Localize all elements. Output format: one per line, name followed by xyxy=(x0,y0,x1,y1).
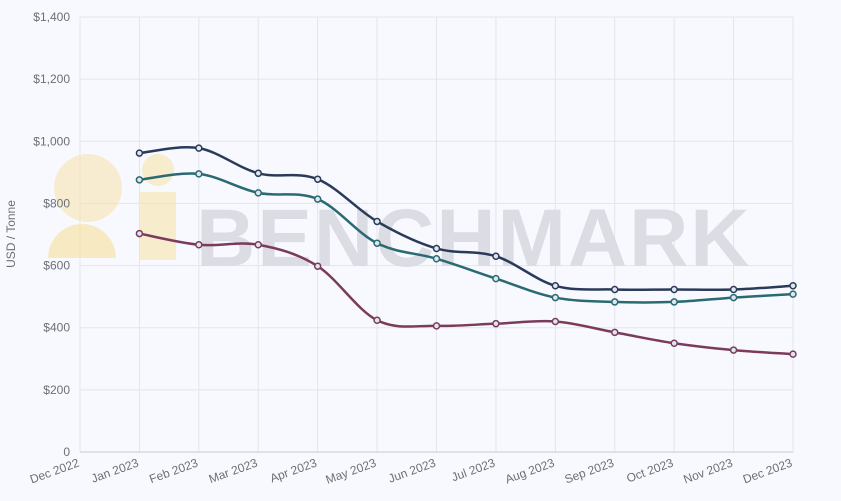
data-point[interactable] xyxy=(551,293,560,302)
series-1 xyxy=(135,144,797,294)
data-point[interactable] xyxy=(373,217,381,226)
data-point[interactable] xyxy=(729,346,738,354)
data-point[interactable] xyxy=(373,239,381,247)
data-point[interactable] xyxy=(135,229,144,238)
data-point[interactable] xyxy=(373,316,381,325)
data-point[interactable] xyxy=(313,262,322,270)
data-point[interactable] xyxy=(492,274,500,283)
watermark-logo-shape xyxy=(142,154,174,186)
data-point[interactable] xyxy=(611,328,619,337)
data-point[interactable] xyxy=(670,298,678,306)
data-point[interactable] xyxy=(611,298,619,306)
data-point[interactable] xyxy=(492,319,500,328)
data-point[interactable] xyxy=(789,290,797,298)
data-point[interactable] xyxy=(254,241,262,249)
data-point[interactable] xyxy=(195,241,203,249)
watermark-logo-shape xyxy=(54,154,122,222)
data-point[interactable] xyxy=(313,175,322,183)
data-point[interactable] xyxy=(670,339,678,347)
x-tick-label: May 2023 xyxy=(324,456,379,487)
x-tick-label: Oct 2023 xyxy=(625,456,676,486)
data-point[interactable] xyxy=(254,189,262,197)
data-point[interactable] xyxy=(670,285,678,294)
data-point[interactable] xyxy=(432,322,441,330)
data-point[interactable] xyxy=(432,244,441,253)
watermark-logo-icon xyxy=(48,154,176,260)
data-point[interactable] xyxy=(135,176,144,184)
y-tick-label: $400 xyxy=(43,321,70,335)
grid xyxy=(79,16,794,453)
x-tick-label: Aug 2023 xyxy=(503,456,556,487)
y-tick-label: $1,000 xyxy=(33,134,70,148)
y-tick-label: $1,400 xyxy=(33,10,70,24)
x-tick-label: Mar 2023 xyxy=(207,456,260,487)
data-point[interactable] xyxy=(789,350,797,358)
data-point[interactable] xyxy=(729,285,738,294)
data-point[interactable] xyxy=(729,293,738,302)
series-lines xyxy=(135,144,797,358)
y-tick-label: $200 xyxy=(43,383,70,397)
data-point[interactable] xyxy=(492,252,500,260)
data-point[interactable] xyxy=(254,169,262,178)
data-point[interactable] xyxy=(135,149,144,157)
x-tick-label: Apr 2023 xyxy=(268,456,319,486)
x-tick-label: Jan 2023 xyxy=(89,456,140,486)
data-point[interactable] xyxy=(313,195,322,203)
data-point[interactable] xyxy=(551,317,560,326)
series-2 xyxy=(135,170,797,306)
x-tick-label: Feb 2023 xyxy=(147,456,200,487)
watermark-logo-shape xyxy=(140,192,176,260)
data-point[interactable] xyxy=(551,282,560,290)
x-tick-label: Dec 2022 xyxy=(28,456,81,487)
y-tick-label: $1,200 xyxy=(33,72,70,86)
x-tick-label: Jun 2023 xyxy=(386,456,437,486)
x-tick-label: Dec 2023 xyxy=(741,456,794,487)
x-tick-label: Jul 2023 xyxy=(450,456,498,485)
data-point[interactable] xyxy=(195,170,203,178)
data-point[interactable] xyxy=(432,254,441,263)
data-point[interactable] xyxy=(789,282,797,290)
data-point[interactable] xyxy=(611,285,619,294)
y-axis-title: USD / Tonne xyxy=(4,200,18,268)
y-tick-label: 0 xyxy=(63,445,70,459)
watermark: BENCHMARK xyxy=(48,154,752,284)
watermark-logo-shape xyxy=(48,224,116,258)
watermark-text: BENCHMARK xyxy=(196,193,752,284)
series-3 xyxy=(135,229,797,358)
x-tick-label: Sep 2023 xyxy=(563,456,616,487)
y-tick-label: $800 xyxy=(43,196,70,210)
x-tick-label: Nov 2023 xyxy=(682,456,735,487)
y-tick-label: $600 xyxy=(43,259,70,273)
data-point[interactable] xyxy=(195,144,203,152)
